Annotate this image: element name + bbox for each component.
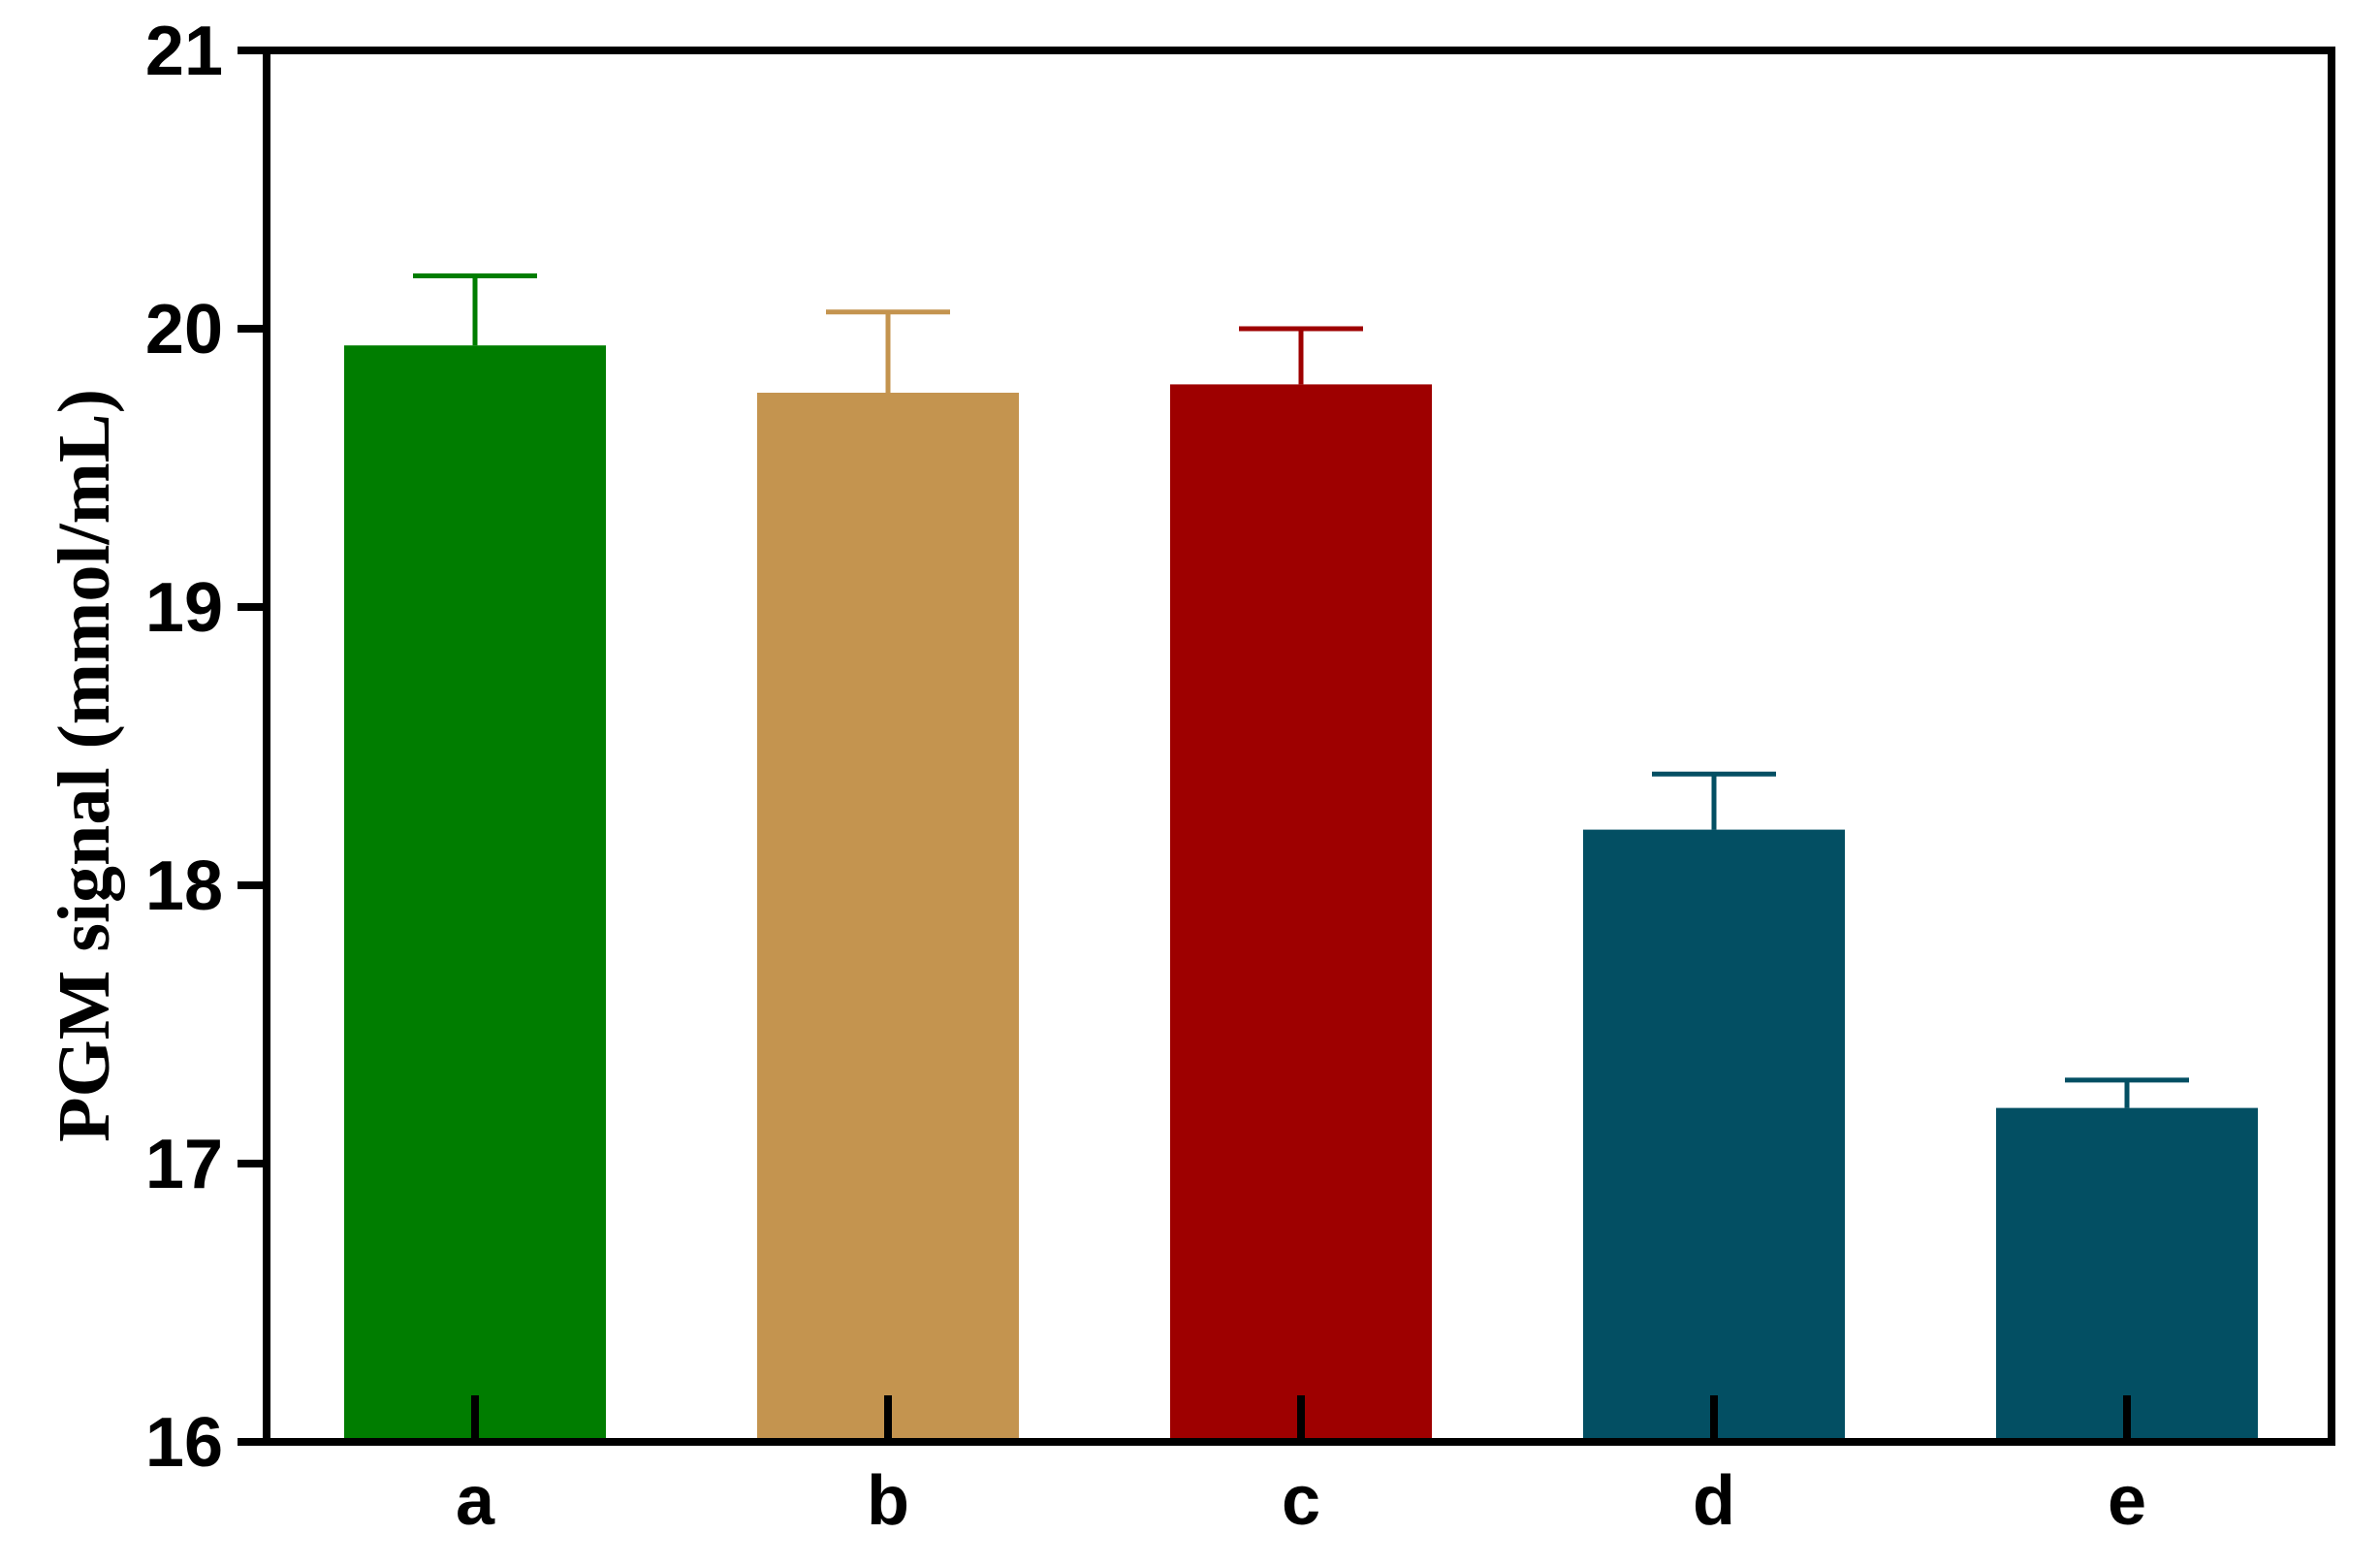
bar-e	[1996, 1107, 2258, 1442]
bar-b	[757, 393, 1019, 1442]
x-tick-label-a: a	[456, 1462, 495, 1540]
bar-c	[1170, 384, 1432, 1442]
y-tick-label-21: 21	[145, 13, 223, 90]
error-bar-a	[413, 272, 537, 346]
error-bars-layer	[413, 272, 2189, 1108]
y-axis-title: PGM signal (mmol/mL)	[44, 389, 125, 1142]
y-tick-label-17: 17	[145, 1126, 223, 1203]
y-tick-label-19: 19	[145, 569, 223, 647]
x-tick-label-b: b	[867, 1462, 909, 1540]
bar-d	[1583, 829, 1845, 1442]
x-tick-label-c: c	[1282, 1462, 1320, 1540]
bar-a	[344, 345, 606, 1443]
y-tick-label-18: 18	[145, 847, 223, 925]
x-axis-ticks: a b c d e	[456, 1395, 2146, 1540]
y-tick-label-16: 16	[145, 1404, 223, 1482]
y-tick-label-20: 20	[145, 291, 223, 368]
y-axis-ticks: 16 17 18 19 20 21	[145, 13, 267, 1482]
x-tick-label-d: d	[1693, 1462, 1735, 1540]
error-bar-c	[1239, 326, 1363, 385]
error-bar-d	[1652, 771, 1776, 830]
x-tick-label-e: e	[2108, 1462, 2146, 1540]
error-bar-b	[826, 309, 950, 394]
error-bar-e	[2065, 1077, 2189, 1108]
bars-layer	[344, 345, 2258, 1443]
